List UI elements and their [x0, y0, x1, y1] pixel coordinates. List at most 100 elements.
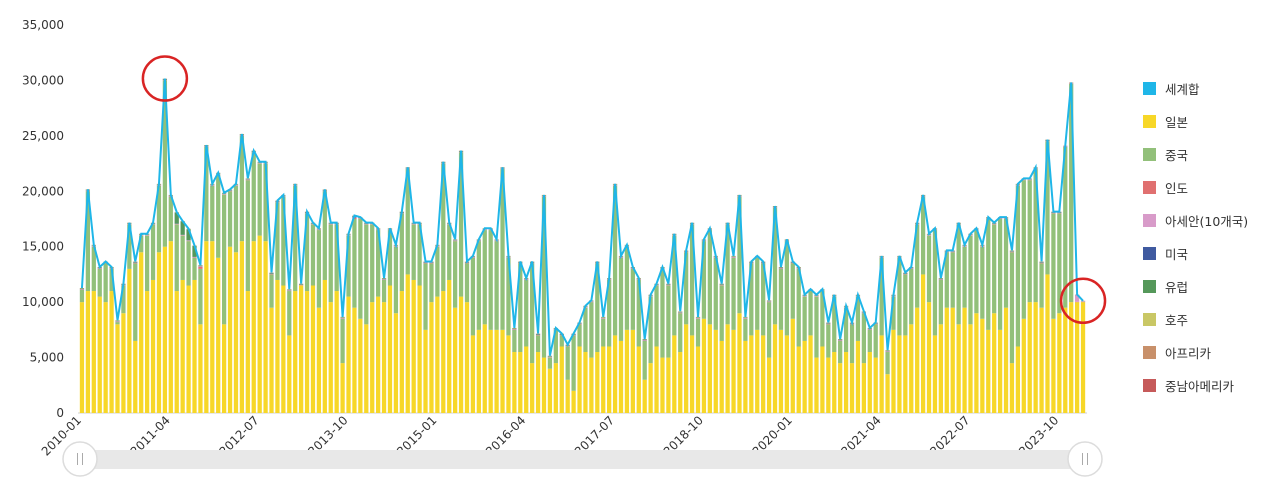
- highlight-circle: [141, 55, 189, 102]
- legend-label: 호주: [1165, 312, 1189, 328]
- highlight-circles: [141, 55, 1107, 325]
- legend-item[interactable]: 아세안(10개국): [1143, 212, 1248, 229]
- legend-item[interactable]: 중남아메리카: [1143, 377, 1234, 394]
- bar-segment: [435, 246, 440, 297]
- legend-item[interactable]: 인도: [1143, 179, 1188, 196]
- bar-segment: [198, 265, 203, 267]
- bar-segment: [470, 335, 476, 413]
- bar-segment: [399, 291, 404, 413]
- bar-segment: [678, 313, 683, 353]
- bar-segment: [814, 296, 819, 358]
- bar-segment: [488, 329, 493, 413]
- bar-segment: [245, 180, 250, 292]
- y-tick-label: 0: [56, 406, 64, 420]
- bar-segment: [1051, 213, 1056, 319]
- bar-segment: [820, 291, 825, 347]
- bar-segment: [174, 224, 179, 292]
- bar-segment: [476, 241, 481, 330]
- bar-segment: [826, 322, 831, 324]
- bar-segment: [1027, 302, 1032, 413]
- bar-segment: [950, 307, 955, 413]
- bar-segment: [772, 324, 778, 413]
- bar-segment: [245, 178, 250, 180]
- bar-segment: [494, 241, 499, 330]
- legend-label: 유럽: [1165, 279, 1189, 295]
- legend-item[interactable]: 중국: [1143, 146, 1188, 163]
- legend-item[interactable]: 호주: [1143, 311, 1189, 328]
- bar-segment: [251, 152, 256, 242]
- bar-segment: [79, 288, 85, 290]
- bar-segment: [956, 324, 961, 413]
- bar-segment: [423, 263, 428, 330]
- bar-segment: [275, 202, 280, 280]
- bar-segment: [346, 235, 351, 297]
- bar-segment: [530, 263, 535, 364]
- bar-segment: [488, 230, 493, 330]
- bar-segment: [843, 352, 849, 413]
- legend-swatch: [1143, 246, 1156, 260]
- bar-segment: [287, 289, 292, 291]
- legend-label: 세계합: [1165, 81, 1200, 97]
- legend-item[interactable]: 미국: [1143, 245, 1188, 262]
- bar-segment: [150, 224, 156, 280]
- bar-segment: [938, 279, 943, 325]
- y-tick-label: 35,000: [22, 18, 64, 32]
- bar-segment: [387, 285, 393, 413]
- bar-segment: [950, 252, 955, 308]
- bar-segment: [476, 329, 481, 413]
- bar-segment: [589, 357, 594, 413]
- bar-segment: [731, 256, 736, 257]
- bar-segment: [1069, 83, 1074, 303]
- bar-segment: [719, 285, 724, 341]
- bar-segment: [595, 352, 600, 413]
- legend-item[interactable]: 일본: [1143, 113, 1188, 130]
- bar-segment: [103, 263, 108, 303]
- bar-segment: [524, 279, 529, 347]
- bars: [79, 78, 1086, 413]
- legend-item[interactable]: 세계합: [1143, 80, 1200, 97]
- bar-segment: [980, 246, 985, 319]
- bar-segment: [85, 191, 91, 292]
- bar-segment: [784, 241, 789, 336]
- bar-segment: [707, 324, 712, 413]
- bar-segment: [293, 291, 298, 413]
- bar-segment: [968, 324, 973, 413]
- bar-segment: [565, 346, 570, 380]
- bar-segment: [796, 268, 801, 347]
- bar-segment: [1021, 318, 1026, 413]
- bar-segment: [340, 317, 345, 318]
- y-tick-label: 20,000: [22, 184, 64, 198]
- bar-segment: [429, 302, 434, 413]
- legend-item[interactable]: 아프리카: [1143, 344, 1211, 361]
- bar-segment: [221, 324, 227, 413]
- range-slider-left-handle[interactable]: [62, 441, 98, 477]
- bar-segment: [654, 285, 659, 347]
- bar-segment: [684, 324, 689, 413]
- bar-segment: [109, 268, 114, 292]
- range-slider-track[interactable]: [80, 450, 1086, 469]
- bar-segment: [269, 272, 274, 274]
- bar-segment: [986, 219, 991, 330]
- bar-segment: [364, 324, 369, 413]
- bar-segment: [1009, 250, 1015, 252]
- bar-segment: [1057, 313, 1062, 413]
- bar-segment: [287, 335, 292, 413]
- legend-item[interactable]: 유럽: [1143, 278, 1189, 295]
- bar-segment: [743, 340, 748, 413]
- bar-segment: [1051, 318, 1056, 413]
- bar-segment: [198, 324, 203, 413]
- bar-segment: [287, 291, 292, 336]
- bar-segment: [855, 296, 861, 341]
- bar-segment: [737, 196, 742, 314]
- bar-segment: [524, 346, 529, 413]
- bar-segment: [322, 191, 327, 280]
- bar-segment: [393, 313, 399, 413]
- bar-segment: [381, 279, 387, 303]
- bar-segment: [405, 274, 410, 413]
- bar-segment: [1033, 169, 1038, 303]
- bar-segment: [417, 285, 422, 413]
- range-slider-right-handle[interactable]: [1067, 441, 1103, 477]
- bar-segment: [915, 224, 920, 308]
- y-tick-label: 5,000: [30, 351, 64, 365]
- bar-segment: [713, 329, 718, 413]
